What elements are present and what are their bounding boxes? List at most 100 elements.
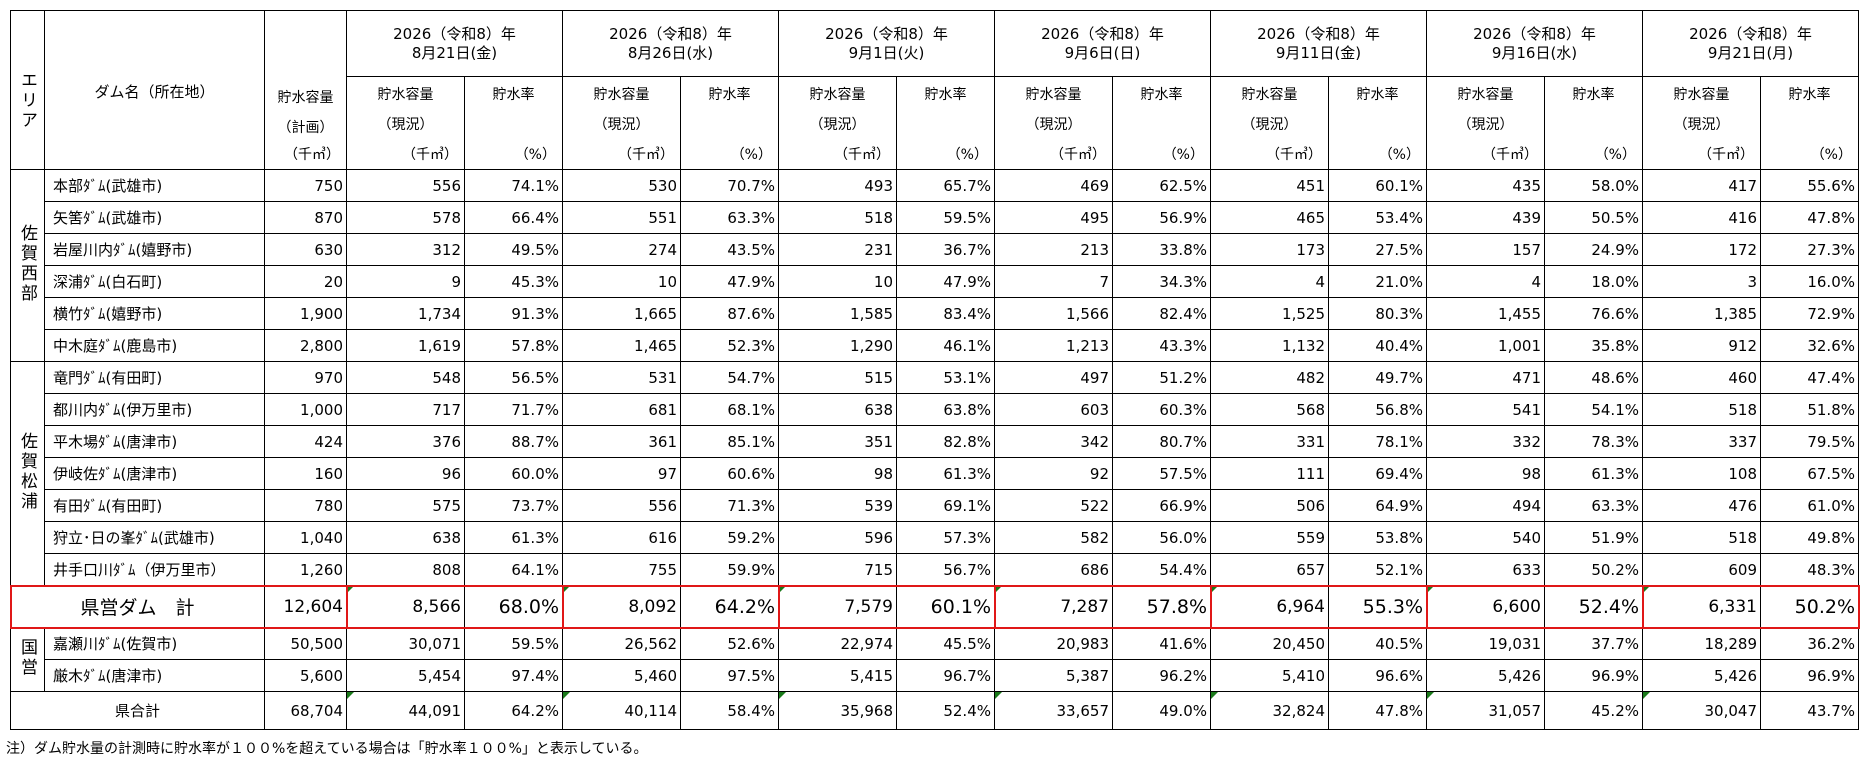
storage-rate: 66.9% [1112,489,1211,522]
current-capacity: 638 [778,393,897,426]
current-capacity: 20,983 [994,627,1113,660]
current-capacity: 715 [778,553,897,586]
row-label: 県合計 [10,691,265,730]
date-header: 2026（令和8）年 9月6日(日) [994,9,1211,78]
storage-rate: 74.1% [464,169,563,202]
current-capacity: 108 [1642,457,1761,490]
current-capacity: 531 [562,361,681,394]
storage-rate: 57.5% [1112,457,1211,490]
storage-rate: 52.4% [1544,585,1643,628]
area-header: エリア [10,10,45,170]
current-capacity: 274 [562,233,681,266]
storage-rate: 46.1% [896,329,995,362]
table-row: 狩立･日の峯ﾀﾞﾑ(武雄市) 1,040 638 61.3% 616 59.2% 596 57… [11,521,1859,554]
dam-name: 岩屋川内ﾀﾞﾑ(嬉野市) [44,233,265,266]
current-capacity: 494 [1426,489,1545,522]
storage-rate: 80.7% [1112,425,1211,458]
current-capacity: 1,213 [994,329,1113,362]
storage-rate: 76.6% [1544,297,1643,330]
current-capacity: 98 [1426,457,1545,490]
current-capacity: 559 [1210,521,1329,554]
planned-capacity: 424 [264,425,347,458]
current-capacity: 331 [1210,425,1329,458]
storage-rate: 47.8% [1328,691,1427,730]
storage-rate: 51.2% [1112,361,1211,394]
storage-rate: 96.9% [1544,659,1643,692]
current-capacity: 596 [778,521,897,554]
current-capacity: 7,287 [994,585,1113,628]
current-capacity: 638 [346,521,465,554]
storage-rate: 60.3% [1112,393,1211,426]
storage-rate: 43.5% [680,233,779,266]
current-capacity: 30,071 [346,627,465,660]
storage-rate: 82.8% [896,425,995,458]
current-capacity: 22,974 [778,627,897,660]
current-capacity: 417 [1642,169,1761,202]
current-capacity: 92 [994,457,1113,490]
current-capacity: 578 [346,201,465,234]
current-capacity: 556 [346,169,465,202]
current-capacity: 10 [778,265,897,298]
current-capacity: 44,091 [346,691,465,730]
storage-rate: 61.3% [1544,457,1643,490]
storage-rate: 61.3% [464,521,563,554]
current-capacity: 312 [346,233,465,266]
table-row: 矢筈ﾀﾞﾑ(武雄市) 870 578 66.4% 551 63.3% 518 59.5% 495… [11,201,1859,234]
storage-rate: 27.3% [1760,233,1859,266]
storage-rate: 27.5% [1328,233,1427,266]
date-header: 2026（令和8）年 9月1日(火) [778,9,995,78]
storage-rate: 63.3% [1544,489,1643,522]
current-capacity: 460 [1642,361,1761,394]
storage-rate: 91.3% [464,297,563,330]
storage-rate: 33.8% [1112,233,1211,266]
current-capacity: 686 [994,553,1113,586]
current-capacity: 111 [1210,457,1329,490]
current-capacity: 522 [994,489,1113,522]
date-header: 2026（令和8）年 9月21日(月) [1642,9,1859,78]
storage-rate: 60.0% [464,457,563,490]
dam-name: 平木場ﾀﾞﾑ(唐津市) [44,425,265,458]
storage-rate: 66.4% [464,201,563,234]
storage-rate: 68.1% [680,393,779,426]
storage-rate: 78.3% [1544,425,1643,458]
current-capacity: 515 [778,361,897,394]
table-row: 横竹ﾀﾞﾑ(嬉野市) 1,900 1,734 91.3% 1,665 87.6% 1,585… [11,297,1859,330]
current-capacity: 231 [778,233,897,266]
planned-capacity: 970 [264,361,347,394]
prefecture-total-row: 県合計 68,704 44,091 64.2% 40,114 58.4% 35,968 52.… [10,691,1859,730]
table-row: 平木場ﾀﾞﾑ(唐津市) 424 376 88.7% 361 85.1% 351 82.8% 34… [11,425,1859,458]
current-capacity: 7,579 [778,585,897,628]
current-capacity: 97 [562,457,681,490]
current-capacity: 32,824 [1210,691,1329,730]
current-capacity: 465 [1210,201,1329,234]
current-capacity: 5,387 [994,659,1113,692]
current-capacity: 30,047 [1642,691,1761,730]
current-capacity: 35,968 [778,691,897,730]
storage-rate: 56.0% [1112,521,1211,554]
storage-rate: 57.8% [1112,585,1211,628]
current-capacity: 9 [346,265,465,298]
planned-capacity: 50,500 [264,627,347,660]
current-capacity-header: 貯水容量 （現況） （千㎥） [994,76,1113,170]
storage-rate: 43.7% [1760,691,1859,730]
current-capacity: 493 [778,169,897,202]
current-capacity: 808 [346,553,465,586]
storage-rate: 50.5% [1544,201,1643,234]
storage-rate: 34.3% [1112,265,1211,298]
current-capacity: 332 [1426,425,1545,458]
current-capacity: 435 [1426,169,1545,202]
storage-rate: 47.4% [1760,361,1859,394]
dam-name: 嘉瀬川ﾀﾞﾑ(佐賀市) [44,627,265,660]
storage-rate: 52.1% [1328,553,1427,586]
current-capacity: 657 [1210,553,1329,586]
current-capacity: 6,600 [1426,585,1545,628]
area-national: 国営 [10,627,45,692]
current-capacity: 6,964 [1210,585,1329,628]
current-capacity: 616 [562,521,681,554]
storage-rate: 52.6% [680,627,779,660]
current-capacity: 506 [1210,489,1329,522]
storage-rate: 79.5% [1760,425,1859,458]
storage-rate: 53.8% [1328,521,1427,554]
current-capacity: 5,426 [1642,659,1761,692]
storage-rate: 65.7% [896,169,995,202]
